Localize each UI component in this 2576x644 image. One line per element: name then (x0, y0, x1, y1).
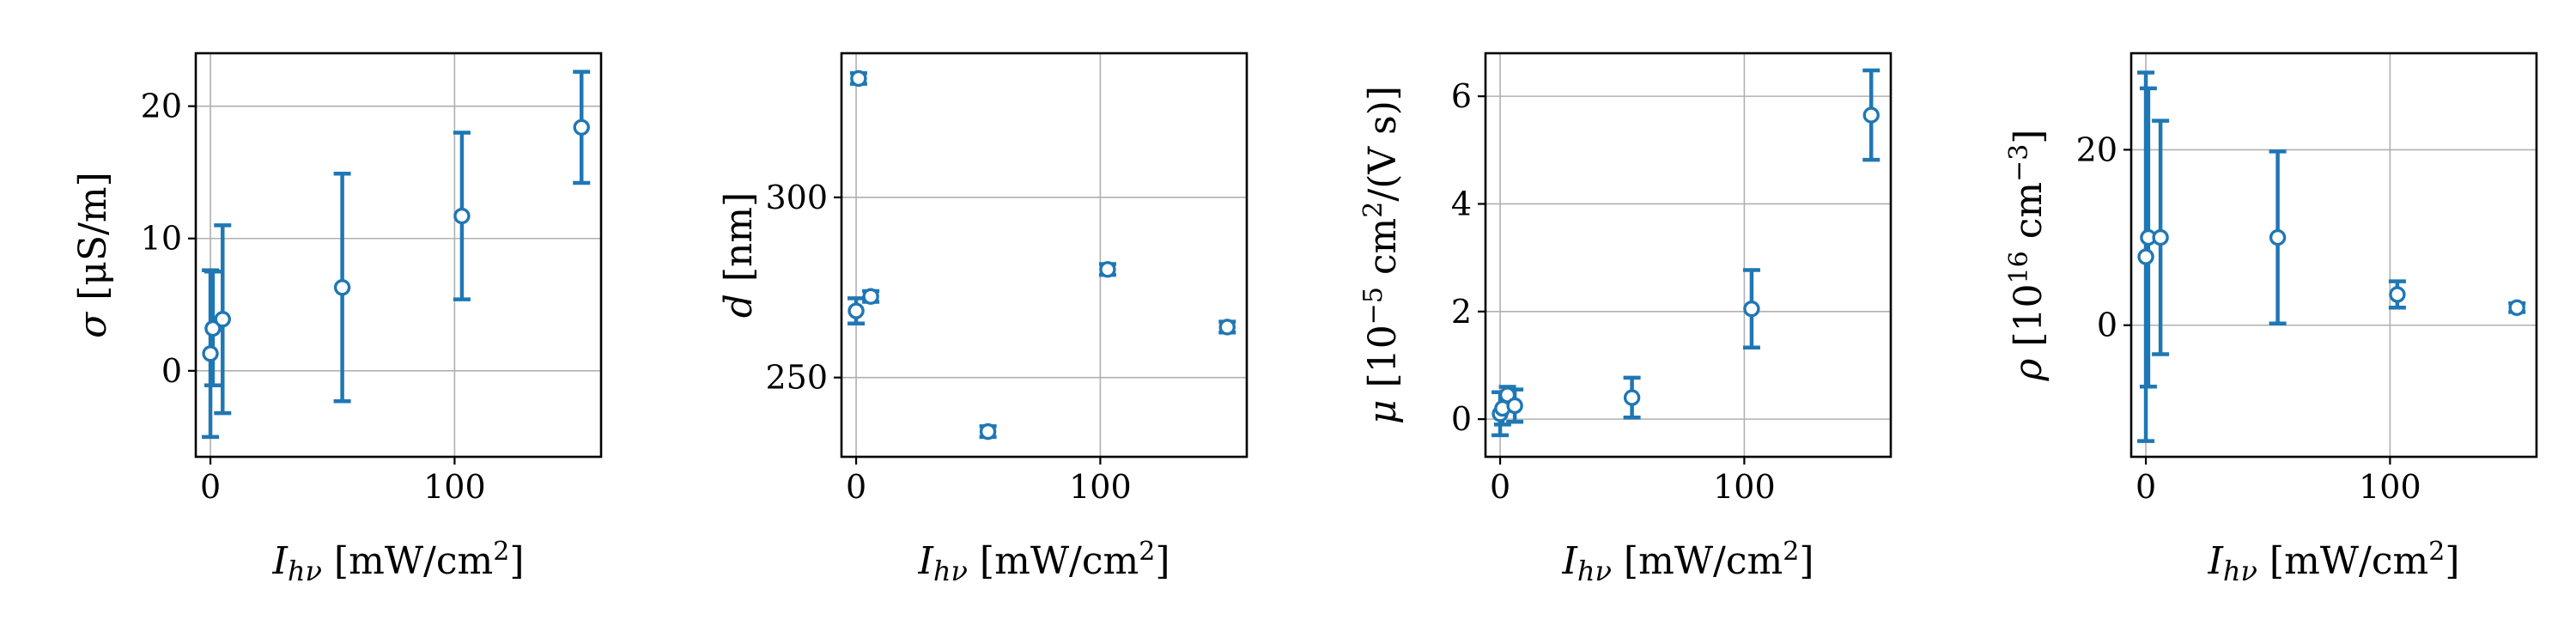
x-tick-label: 100 (423, 468, 486, 506)
y-tick-label: 300 (765, 179, 828, 216)
y-tick-label: 0 (161, 352, 182, 390)
x-tick-label: 0 (200, 468, 221, 506)
x-axis-label: Ihν [mW/cm2] (917, 537, 1170, 587)
data-point (1623, 389, 1641, 406)
data-point (2508, 299, 2525, 317)
axes-frame (840, 52, 1249, 459)
y-tick-label: 0 (1451, 400, 1472, 438)
x-tick-label: 0 (2136, 468, 2156, 506)
data-point (1099, 261, 1116, 278)
data-point (848, 302, 865, 319)
data-point (1218, 319, 1236, 336)
data-point (1743, 300, 1760, 318)
data-point (573, 118, 590, 136)
data-point (2389, 286, 2406, 303)
axes-frame (1484, 52, 1893, 459)
x-axis-label: Ihν [mW/cm2] (271, 537, 524, 587)
data-point (862, 288, 879, 305)
data-point (202, 345, 219, 362)
x-tick-label: 100 (1069, 468, 1132, 506)
y-tick-label: 0 (2097, 307, 2117, 344)
y-tick-label: 4 (1451, 185, 1472, 222)
data-point (1862, 106, 1880, 124)
data-point (453, 207, 471, 225)
axes-frame (2129, 52, 2538, 459)
data-point (850, 70, 867, 88)
data-point (1506, 397, 1523, 415)
y-tick-label: 2 (1451, 293, 1472, 331)
data-point (2152, 228, 2169, 246)
y-tick-label: 6 (1451, 77, 1472, 115)
x-tick-label: 0 (1490, 468, 1510, 506)
data-point (979, 422, 997, 440)
y-tick-label: 20 (2076, 131, 2117, 168)
y-tick-label: 10 (141, 220, 182, 258)
data-point (204, 319, 222, 337)
axes-frame (194, 52, 603, 459)
y-tick-label: 250 (765, 359, 828, 397)
y-axis-label: μ [10−5 cm2/(V s)] (1358, 86, 1405, 424)
x-tick-label: 100 (1713, 468, 1776, 506)
data-point (2137, 248, 2154, 265)
panel-conductivity: 0 100 0 10 20 Ihν [mW/cm2] σ [μS/m] (71, 52, 603, 587)
y-tick-label: 20 (141, 88, 182, 125)
panel-carrier-density: 0 100 0 20 Ihν [mW/cm2] ρ [1016 cm−3] (2004, 52, 2538, 587)
x-tick-label: 0 (846, 468, 866, 506)
y-axis-label: d [nm] (717, 192, 761, 319)
y-axis-label: σ [μS/m] (71, 172, 115, 338)
y-axis-label: ρ [1016 cm−3] (2004, 130, 2050, 382)
data-point (333, 279, 351, 296)
data-point (2269, 228, 2287, 246)
x-axis-label: Ihν [mW/cm2] (2207, 537, 2459, 587)
panel-thickness: 0 100 250 300 Ihν [mW/cm2] d [nm] (717, 52, 1249, 587)
x-tick-label: 100 (2359, 468, 2421, 506)
x-axis-label: Ihν [mW/cm2] (1561, 537, 1814, 587)
panel-mobility: 0 100 0 2 4 6 Ihν [mW/cm2] μ [10−5 cm2/(V s)] (1358, 52, 1893, 587)
data-point (214, 311, 231, 328)
